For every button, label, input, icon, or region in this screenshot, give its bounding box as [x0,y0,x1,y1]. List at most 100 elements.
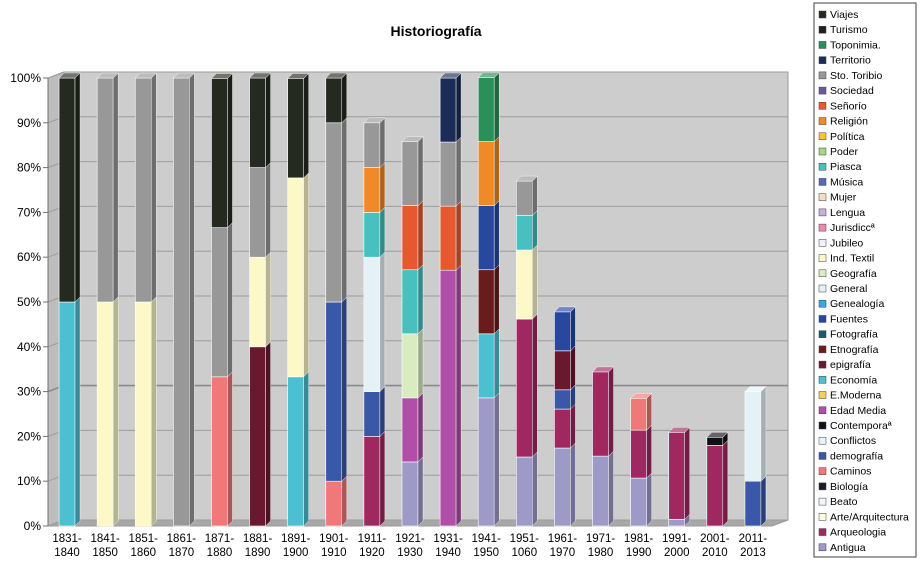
bar-segment-side [227,222,233,378]
x-tick-label: 1921-1930 [395,533,425,559]
bar-top [439,72,462,79]
x-axis-ticks: 1831-1840 1841-1850 1851-1860 1861-1870 1871… [52,533,767,559]
bar-segment [744,391,762,482]
bar-segment-side [608,450,614,527]
bar-stack [592,366,615,527]
bar-top [134,72,157,79]
bar-segment-side [227,371,233,527]
bar-stack [706,431,729,527]
bar-top [96,72,119,79]
bar-segment-side [303,72,309,179]
x-tick-label: 1901-1910 [319,533,349,559]
bar-segment [630,477,647,527]
bar-segment-side [494,72,500,143]
legend-swatch [818,284,827,293]
bar-segment [477,333,495,399]
legend-swatch [818,330,827,338]
legend-swatch [818,528,827,536]
legend-label: Territorio [830,55,871,67]
bars [58,72,767,527]
legend-label: Piasca [830,161,862,173]
bar-segment [554,350,571,391]
bar-segment-side [570,306,576,352]
x-tick-label: 2001-2010 [700,533,730,559]
bar-segment [211,78,228,228]
chart-title: Historiografía [390,23,481,39]
legend-swatch [818,239,827,247]
legend-swatch [818,497,827,506]
bar-segment [477,77,495,142]
bar-segment-side [455,200,462,271]
bar-segment-side [570,345,576,391]
bar-stack [515,175,538,527]
y-tick-label: 30% [17,385,41,399]
bar-segment [96,301,114,527]
legend-label: Ind. Textil [830,253,874,265]
legend-label: Caminos [830,466,871,478]
legend-label: Sociedad [830,85,874,97]
legend-label: Beato [830,496,858,508]
bar-segment-side [379,386,386,437]
bar-segment [363,256,381,392]
bar-segment [630,429,647,479]
legend-label: Arte/Arquitectura [830,511,909,523]
bar-segment [516,318,533,458]
bar-top [363,117,386,124]
x-tick-label: 1941-1950 [471,533,501,559]
bar-segment [439,269,457,527]
bar-top [515,175,538,182]
legend-swatch [818,193,827,201]
bar-segment-side [494,392,500,527]
y-tick-label: 40% [17,340,41,354]
bar-stack [744,386,767,527]
legend-label: Sto. Toribio [830,70,882,82]
bar-segment-side [532,313,538,458]
legend-swatch [818,25,827,34]
bar-top [325,72,348,79]
legend-swatch [818,147,827,156]
bar-segment-side [379,117,386,169]
legend-label: General [830,283,867,295]
legend-label: Arqueologia [830,527,886,539]
bar-segment-side [532,451,538,527]
bar-segment [401,141,419,206]
x-tick-label: 1971-1980 [586,533,616,559]
bar-stack [401,136,424,527]
x-tick-label: 1911-1920 [358,533,387,559]
bar-segment-side [379,430,386,527]
legend-swatch [818,117,827,125]
legend-label: Fotografía [830,329,878,341]
bar-segment [287,376,304,527]
bar-top [210,73,233,79]
x-tick-label: 1871-1880 [205,533,235,559]
bar-top [172,72,195,79]
bar-segment [706,436,724,446]
legend-swatch [818,132,827,141]
bar-segment-side [570,403,576,449]
bar-stack [249,72,272,527]
bar-top [553,306,576,313]
legend-swatch [818,406,827,415]
bar-segment-side [379,206,386,258]
legend-label: Poder [830,146,859,158]
bar-segment-side [532,210,538,251]
bar-segment-side [608,366,614,457]
legend-label: Religión [830,116,868,128]
legend: Viajes Turismo Toponimia. Territorio Sto. To… [813,2,917,558]
bar-segment [134,77,152,303]
bar-segment [58,301,76,527]
bar-segment-side [341,296,347,482]
bar-segment-side [646,392,652,431]
bar-segment [363,212,381,258]
legend-label: Política [830,131,865,143]
bar-segment [439,141,457,207]
legend-swatch [818,162,827,171]
bar-segment [516,215,533,251]
bar-segment-side [760,475,767,527]
bar-segment [401,397,419,463]
bar-segment [249,346,266,527]
bar-top [592,366,615,373]
bar-segment [477,141,495,206]
bar-segment [516,456,533,527]
y-axis-ticks: 0% 10% 20% 30% 40% 50% 60% 70% 80% 90% 100% [10,71,49,533]
